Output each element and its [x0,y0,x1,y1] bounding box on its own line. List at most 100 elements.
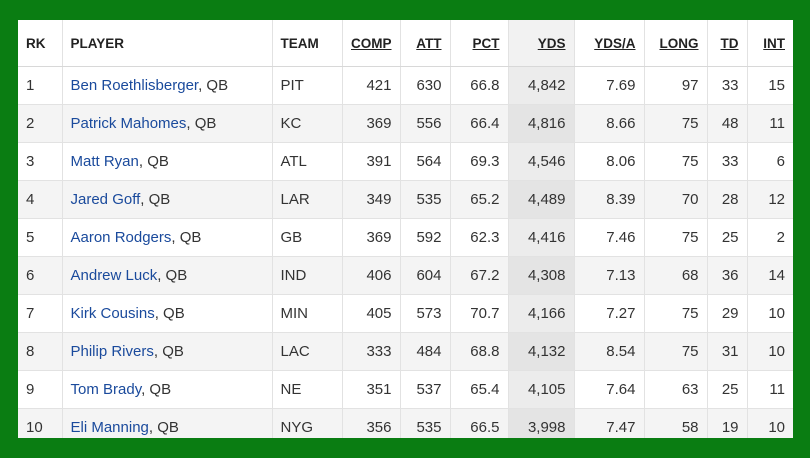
cell-int: 10 [747,408,793,438]
cell-player: Jared Goff, QB [62,180,273,219]
header-att[interactable]: ATT [400,20,451,67]
cell-yds: 4,546 [508,142,575,181]
player-link[interactable]: Patrick Mahomes [70,115,187,132]
cell-int: 11 [747,104,793,143]
cell-td: 19 [707,408,748,438]
table-row: 3 Matt Ryan, QB ATL 391 564 69.3 4,546 8… [18,142,793,181]
header-int[interactable]: INT [747,20,793,67]
cell-team: NE [272,370,343,409]
cell-yds: 4,166 [508,294,575,333]
header-int-label[interactable]: INT [763,35,785,51]
cell-int: 6 [747,142,793,181]
cell-long: 63 [644,370,708,409]
cell-pct: 68.8 [450,332,509,371]
cell-comp: 349 [342,180,401,219]
cell-yds: 4,842 [508,66,575,105]
player-link[interactable]: Andrew Luck [70,267,158,284]
cell-td: 33 [707,142,748,181]
table-row: 7 Kirk Cousins, QB MIN 405 573 70.7 4,16… [18,294,793,333]
cell-long: 75 [644,332,708,371]
cell-att: 564 [400,142,451,181]
header-pct[interactable]: PCT [450,20,509,67]
header-comp-label[interactable]: COMP [351,35,392,51]
cell-pct: 65.2 [450,180,509,219]
header-pct-label[interactable]: PCT [472,35,500,51]
cell-player: Ben Roethlisberger, QB [62,66,273,105]
cell-long: 58 [644,408,708,438]
player-link[interactable]: Philip Rivers [70,343,154,360]
cell-att: 537 [400,370,451,409]
player-link[interactable]: Eli Manning [70,419,149,436]
cell-comp: 351 [342,370,401,409]
header-yds[interactable]: YDS [508,20,575,67]
player-link[interactable]: Matt Ryan [70,153,139,170]
header-td[interactable]: TD [707,20,748,67]
player-position: , QB [171,229,202,246]
table-header-row: RK PLAYER TEAM COMP ATT PCT YDS YDS/A LO… [18,20,793,67]
header-long[interactable]: LONG [644,20,708,67]
cell-td: 29 [707,294,748,333]
cell-td: 25 [707,218,748,257]
header-ydsa-label[interactable]: YDS/A [594,35,636,51]
cell-rk: 1 [18,66,63,105]
cell-rk: 6 [18,256,63,295]
cell-team: IND [272,256,343,295]
cell-att: 535 [400,408,451,438]
cell-yds: 3,998 [508,408,575,438]
cell-yds: 4,132 [508,332,575,371]
cell-ydsa: 8.06 [574,142,645,181]
table-row: 8 Philip Rivers, QB LAC 333 484 68.8 4,1… [18,332,793,371]
header-rk: RK [18,20,63,67]
cell-int: 10 [747,294,793,333]
cell-int: 15 [747,66,793,105]
table-row: 9 Tom Brady, QB NE 351 537 65.4 4,105 7.… [18,370,793,409]
cell-pct: 67.2 [450,256,509,295]
player-position: , QB [186,115,217,132]
table-row: 6 Andrew Luck, QB IND 406 604 67.2 4,308… [18,256,793,295]
cell-yds: 4,308 [508,256,575,295]
player-link[interactable]: Ben Roethlisberger [70,77,199,94]
header-td-label[interactable]: TD [720,35,739,51]
header-att-label[interactable]: ATT [416,35,442,51]
cell-ydsa: 7.69 [574,66,645,105]
header-comp[interactable]: COMP [342,20,401,67]
cell-att: 535 [400,180,451,219]
header-team: TEAM [272,20,343,67]
cell-comp: 369 [342,104,401,143]
table-row: 2 Patrick Mahomes, QB KC 369 556 66.4 4,… [18,104,793,143]
cell-team: PIT [272,66,343,105]
cell-comp: 369 [342,218,401,257]
player-link[interactable]: Aaron Rodgers [70,229,172,246]
cell-td: 31 [707,332,748,371]
cell-comp: 356 [342,408,401,438]
header-yds-label[interactable]: YDS [537,35,566,51]
table-row: 5 Aaron Rodgers, QB GB 369 592 62.3 4,41… [18,218,793,257]
cell-team: NYG [272,408,343,438]
cell-comp: 333 [342,332,401,371]
cell-player: Matt Ryan, QB [62,142,273,181]
cell-att: 484 [400,332,451,371]
cell-pct: 65.4 [450,370,509,409]
cell-player: Patrick Mahomes, QB [62,104,273,143]
cell-att: 604 [400,256,451,295]
player-link[interactable]: Tom Brady [70,381,142,398]
cell-td: 33 [707,66,748,105]
header-long-label[interactable]: LONG [659,35,699,51]
table-body: 1 Ben Roethlisberger, QB PIT 421 630 66.… [18,66,793,438]
cell-player: Aaron Rodgers, QB [62,218,273,257]
header-ydsa[interactable]: YDS/A [574,20,645,67]
player-link[interactable]: Jared Goff [70,191,141,208]
cell-team: GB [272,218,343,257]
cell-yds: 4,816 [508,104,575,143]
cell-rk: 7 [18,294,63,333]
cell-player: Tom Brady, QB [62,370,273,409]
cell-int: 12 [747,180,793,219]
cell-comp: 406 [342,256,401,295]
cell-ydsa: 7.13 [574,256,645,295]
cell-yds: 4,489 [508,180,575,219]
cell-ydsa: 7.64 [574,370,645,409]
cell-pct: 70.7 [450,294,509,333]
player-link[interactable]: Kirk Cousins [70,305,155,322]
player-position: , QB [138,153,169,170]
cell-long: 68 [644,256,708,295]
